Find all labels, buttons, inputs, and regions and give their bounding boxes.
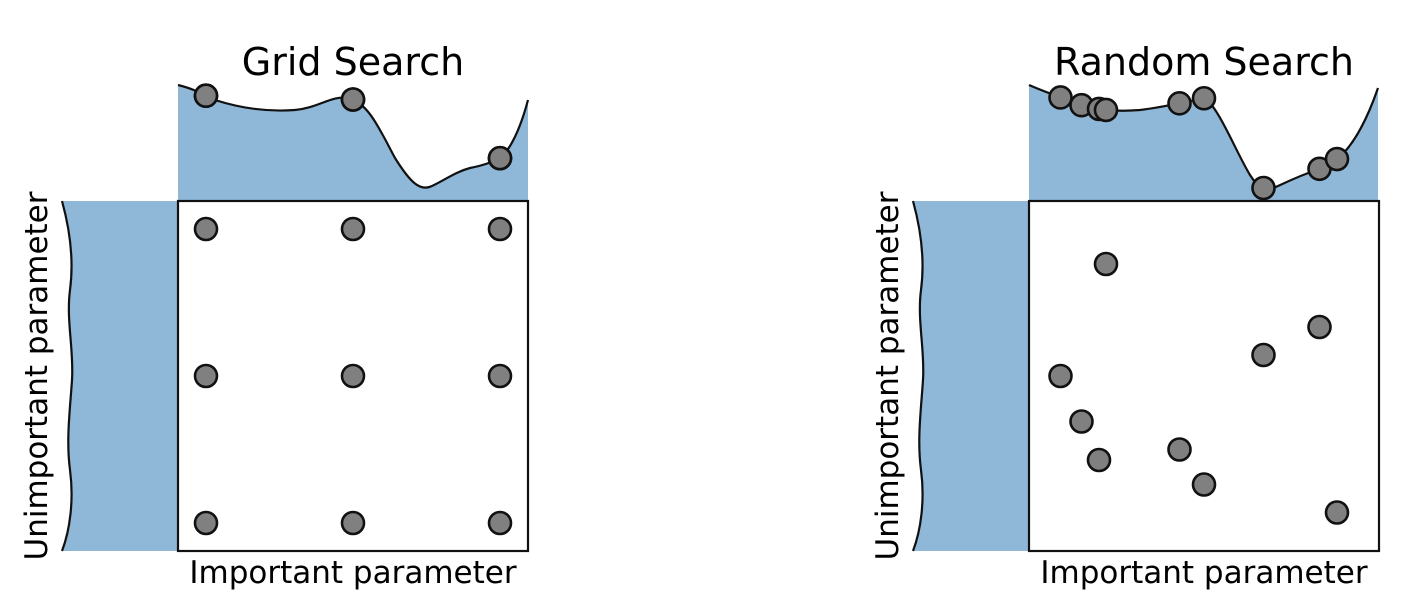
random-marginal-points (1048, 85, 1350, 201)
random-marginal-point (1093, 97, 1119, 123)
grid-search-panel: Grid Search Important parameter Unimport… (19, 40, 530, 591)
grid-top-marginal-fill (178, 85, 528, 201)
random-sample-point (1307, 314, 1332, 340)
grid-marginal-points (193, 83, 513, 171)
grid-sample-point (340, 510, 366, 536)
random-y-axis-label: Unimportant parameter (870, 191, 906, 560)
random-marginal-point (1048, 85, 1073, 110)
random-marginal-point (1191, 85, 1217, 111)
grid-sample-points (193, 216, 513, 536)
grid-x-axis-label: Important parameter (189, 555, 516, 591)
grid-sample-point (487, 363, 513, 389)
random-sample-points (1048, 251, 1350, 525)
random-sample-point (1093, 251, 1119, 277)
grid-marginal-point (193, 83, 219, 109)
grid-sample-point (193, 216, 219, 242)
grid-sample-point (340, 363, 366, 389)
random-x-axis-label: Important parameter (1040, 555, 1367, 591)
grid-marginal-point (487, 145, 513, 171)
grid-left-marginal-fill (62, 201, 178, 551)
random-marginal-point (1251, 175, 1276, 201)
grid-search-title: Grid Search (242, 40, 464, 84)
random-marginal-point (1167, 91, 1192, 116)
random-sample-point (1167, 437, 1192, 462)
grid-sample-point (340, 216, 366, 242)
random-marginal-point (1324, 146, 1350, 172)
random-sample-point (1086, 447, 1112, 473)
random-search-title: Random Search (1054, 40, 1354, 84)
grid-sample-point (193, 510, 219, 536)
random-sample-point (1251, 342, 1276, 368)
random-sample-point (1069, 409, 1094, 434)
grid-left-marginal-curve (60, 200, 74, 552)
grid-sample-point (487, 216, 513, 242)
random-search-panel: Random Search Important parameter Unimpo… (870, 40, 1381, 591)
grid-y-axis-label: Unimportant parameter (19, 191, 55, 560)
grid-sample-point (193, 363, 219, 389)
random-left-marginal-curve (911, 200, 925, 552)
grid-sample-point (487, 510, 513, 536)
random-sample-point (1191, 472, 1217, 497)
random-plot-frame (1027, 199, 1381, 553)
random-sample-point (1048, 363, 1073, 389)
random-sample-point (1324, 500, 1350, 525)
grid-marginal-point (340, 87, 366, 112)
random-left-marginal-fill (913, 201, 1029, 551)
